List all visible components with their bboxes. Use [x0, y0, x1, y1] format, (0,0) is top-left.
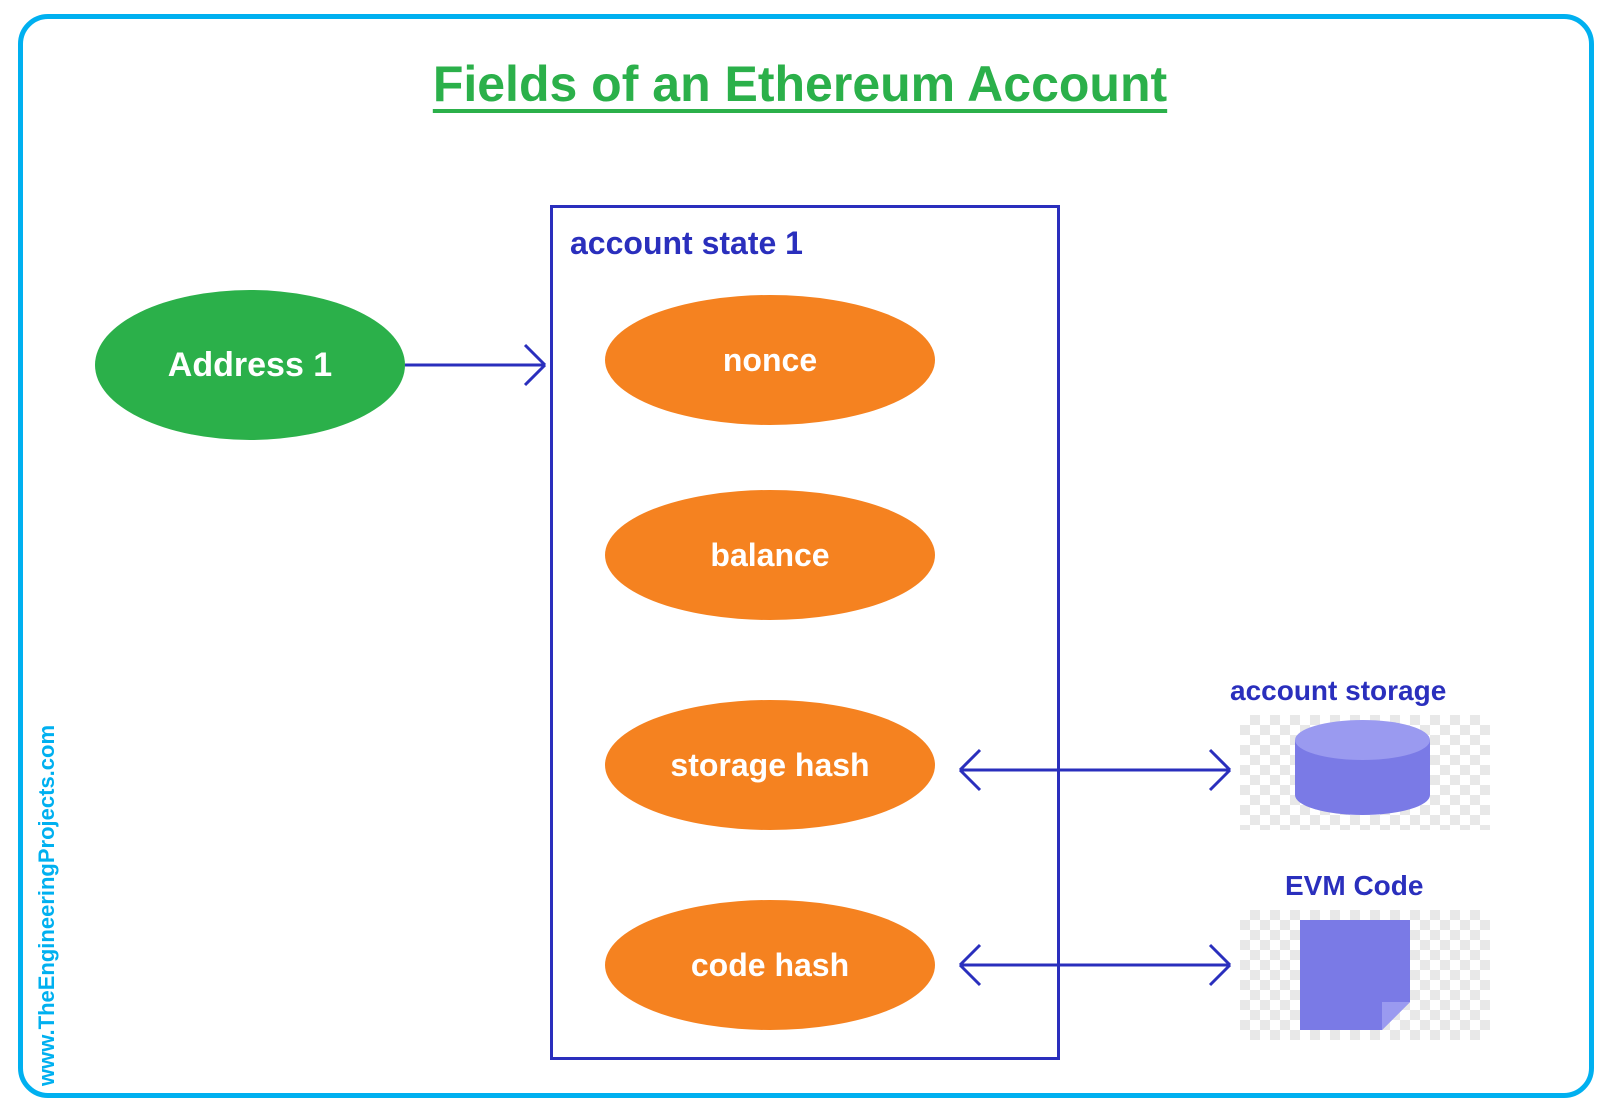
- field-code-hash: code hash: [605, 900, 935, 1030]
- field-balance-label: balance: [710, 537, 829, 574]
- storage-icon: [1295, 720, 1430, 815]
- address-node-label: Address 1: [168, 346, 332, 385]
- evm-arrow: [935, 940, 1255, 990]
- evm-label: EVM Code: [1285, 870, 1423, 902]
- field-code-hash-label: code hash: [691, 947, 849, 984]
- field-balance: balance: [605, 490, 935, 620]
- field-storage-hash-label: storage hash: [670, 747, 869, 784]
- account-state-label: account state 1: [570, 225, 803, 262]
- address-node: Address 1: [95, 290, 405, 440]
- storage-arrow: [935, 745, 1255, 795]
- watermark: www.TheEngineeringProjects.com: [34, 725, 60, 1086]
- arrow-to-state: [380, 340, 570, 390]
- field-nonce: nonce: [605, 295, 935, 425]
- evm-code-icon: [1300, 920, 1410, 1030]
- page-title: Fields of an Ethereum Account: [300, 55, 1300, 113]
- field-nonce-label: nonce: [723, 342, 817, 379]
- storage-label: account storage: [1230, 675, 1446, 707]
- field-storage-hash: storage hash: [605, 700, 935, 830]
